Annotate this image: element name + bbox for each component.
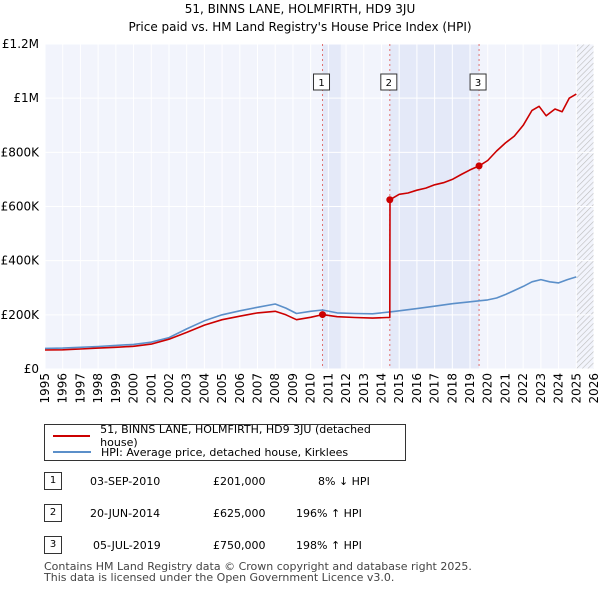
x-tick-label: 2020 (481, 373, 495, 404)
sale-row: 1 03-SEP-2010 £201,000 8% ↓ HPI (44, 472, 584, 494)
legend-item-property: 51, BINNS LANE, HOLMFIRTH, HD9 3JU (deta… (53, 423, 405, 449)
x-tick-label: 1998 (91, 373, 105, 404)
sale-number-box (313, 73, 331, 91)
y-tick-label: £400K (1, 254, 41, 268)
x-tick-label: 2000 (127, 373, 141, 404)
sale-hpi: 198% ↑ HPI (296, 539, 362, 552)
y-tick-label: £0 (24, 362, 39, 376)
x-tick-label: 2008 (268, 373, 282, 404)
price-chart: 51, BINNS LANE, HOLMFIRTH, HD9 3JU Price… (1, 2, 600, 404)
legend-swatch-property (53, 435, 91, 437)
sale-date: 20-JUN-2014 (90, 507, 161, 520)
sale-price: £201,000 (213, 475, 266, 488)
sale-date: 05-JUL-2019 (93, 539, 161, 552)
x-tick-label: 1995 (38, 373, 52, 404)
x-tick-label: 2009 (286, 373, 300, 404)
property-series-line (45, 93, 577, 351)
sale-hpi: 196% ↑ HPI (296, 507, 362, 520)
x-tick-label: 2018 (445, 373, 459, 404)
x-tick-label: 2025 (569, 373, 583, 404)
x-tick-label: 2004 (197, 373, 211, 404)
sale-number-label: 2 (386, 78, 392, 89)
x-tick-label: 2006 (233, 373, 247, 404)
sale-date: 03-SEP-2010 (90, 475, 161, 488)
x-tick-label: 2011 (321, 373, 335, 404)
x-tick-label: 2021 (498, 373, 512, 404)
x-tick-label: 2022 (516, 373, 530, 404)
sale-number-box (469, 73, 487, 91)
sale-number-label: 3 (475, 78, 481, 89)
y-tick-label: £600K (1, 200, 41, 214)
legend-item-hpi: HPI: Average price, detached house, Kirk… (53, 444, 348, 460)
y-tick-label: £800K (1, 145, 41, 159)
footer: Contains HM Land Registry data © Crown c… (44, 561, 472, 583)
sale-number-label: 1 (318, 78, 324, 89)
legend-swatch-hpi (53, 451, 91, 453)
x-tick-label: 2013 (357, 373, 371, 404)
x-tick-label: 2019 (463, 373, 477, 404)
y-tick-label: £1M (13, 91, 39, 105)
x-tick-label: 1999 (109, 373, 123, 404)
x-tick-label: 1996 (56, 373, 70, 404)
y-tick-label: £200K (1, 308, 41, 322)
sale-badge: 1 (44, 472, 62, 490)
hpi-series-line (45, 276, 577, 350)
sale-badge: 2 (44, 504, 62, 522)
sale-point (319, 311, 327, 319)
x-tick-label: 2015 (392, 373, 406, 404)
x-tick-label: 2012 (339, 373, 353, 404)
chart-subtitle: Price paid vs. HM Land Registry's House … (128, 20, 471, 34)
legend-label-property: 51, BINNS LANE, HOLMFIRTH, HD9 3JU (deta… (100, 423, 371, 449)
series-group (45, 93, 577, 351)
x-tick-label: 2003 (180, 373, 194, 404)
legend-label-hpi: HPI: Average price, detached house, Kirk… (101, 445, 349, 459)
chart-legend: 51, BINNS LANE, HOLMFIRTH, HD9 3JU (deta… (44, 423, 406, 461)
x-tick-label: 2005 (215, 373, 229, 404)
x-tick-label: 2017 (428, 373, 442, 404)
x-tick-label: 1997 (73, 373, 87, 404)
sale-point (475, 162, 483, 170)
x-tick-label: 2010 (304, 373, 318, 404)
x-tick-label: 2002 (162, 373, 176, 404)
sale-price: £625,000 (213, 507, 266, 520)
sale-hpi: 8% ↓ HPI (318, 475, 370, 488)
footer-licence: This data is licensed under the Open Gov… (44, 571, 395, 584)
x-tick-label: 2023 (534, 373, 548, 404)
sale-point (386, 196, 394, 204)
footer-copyright: Contains HM Land Registry data © Crown c… (44, 560, 472, 573)
sale-badge: 3 (44, 536, 62, 554)
x-tick-label: 2014 (374, 373, 388, 404)
sale-number-box (380, 73, 398, 91)
x-tick-label: 2024 (552, 373, 566, 404)
sale-row: 3 05-JUL-2019 £750,000 198% ↑ HPI (44, 536, 584, 558)
chart-title: 51, BINNS LANE, HOLMFIRTH, HD9 3JU (185, 2, 415, 16)
y-tick-label: £1.2M (2, 37, 39, 51)
sale-price: £750,000 (213, 539, 266, 552)
x-tick-label: 2007 (251, 373, 265, 404)
x-tick-label: 2026 (587, 373, 600, 404)
sale-row: 2 20-JUN-2014 £625,000 196% ↑ HPI (44, 504, 584, 526)
x-tick-label: 2016 (410, 373, 424, 404)
x-tick-label: 2001 (144, 373, 158, 404)
